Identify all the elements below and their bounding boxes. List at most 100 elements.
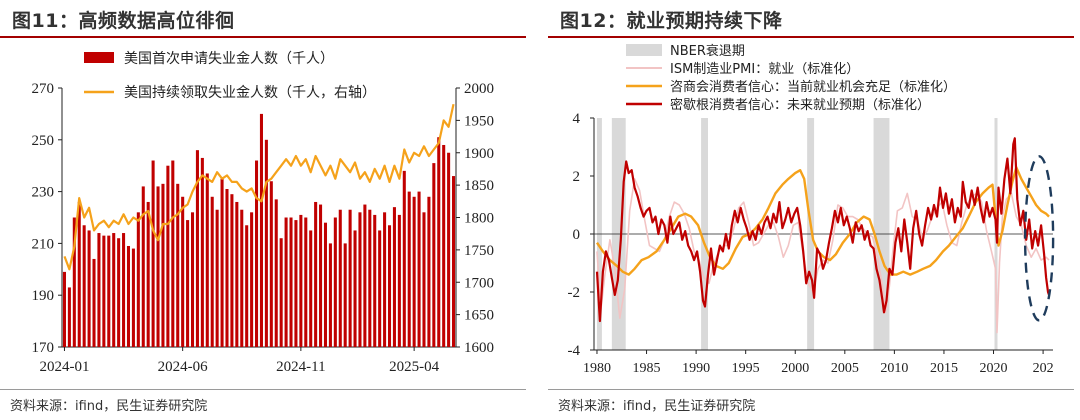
- initial-claims-bar: [171, 160, 175, 347]
- legend-ism-employment-label: ISM制造业PMI：就业（标准化）: [670, 62, 859, 77]
- left-y-tick-label: 170: [32, 340, 55, 356]
- initial-claims-bar: [264, 139, 268, 347]
- initial-claims-bar: [240, 209, 244, 347]
- initial-claims-bar: [412, 196, 416, 347]
- y-tick-label: -2: [568, 285, 581, 301]
- initial-claims-bar: [190, 212, 195, 347]
- left-source-note: 资料来源：ifind，民生证券研究院: [10, 399, 208, 414]
- initial-claims-bar: [299, 214, 303, 347]
- initial-claims-bar: [343, 243, 347, 347]
- initial-claims-bar: [432, 163, 436, 347]
- right-source-note: 资料来源：ifind，民生证券研究院: [558, 399, 756, 414]
- initial-claims-bar: [205, 173, 209, 347]
- initial-claims-bar: [107, 235, 111, 347]
- initial-claims-bar: [72, 217, 76, 347]
- initial-claims-bar: [402, 170, 406, 347]
- right-source-rule: [548, 389, 1074, 390]
- initial-claims-bar: [235, 201, 239, 347]
- left-y-tick-label: 250: [32, 133, 55, 149]
- x-tick-label: 2015: [930, 361, 958, 376]
- left-chart: 170 190 210 230 250 270 1600 1650 1700 1750 1800 18…: [32, 51, 495, 375]
- initial-claims-bar: [314, 201, 318, 347]
- initial-claims-bar: [407, 191, 411, 347]
- legend-nber-recession-swatch: [626, 44, 662, 56]
- x-tick-label: 1985: [633, 361, 661, 376]
- initial-claims-bar: [319, 204, 323, 347]
- initial-claims-bar: [82, 225, 86, 347]
- left-figure-title: 图11：高频数据高位徘徊: [12, 10, 235, 32]
- y-tick-label: -4: [568, 343, 581, 359]
- right-y-tick-label: 1650: [464, 308, 494, 324]
- right-y-tick-label: 1700: [464, 275, 494, 291]
- initial-claims-bar: [387, 225, 392, 347]
- initial-claims-bar: [378, 230, 382, 347]
- x-tick-label: 2025-04: [389, 359, 439, 375]
- initial-claims-bar: [442, 144, 446, 347]
- left-y-tick-label: 210: [32, 236, 55, 252]
- initial-claims-bar: [112, 233, 116, 347]
- initial-claims-bar: [230, 194, 234, 347]
- initial-claims-bar: [427, 196, 431, 347]
- conference-board-jobs-plentiful-line: [596, 166, 1050, 276]
- initial-claims-bar: [122, 233, 126, 347]
- michigan-future-jobs-line: [595, 137, 1051, 323]
- initial-claims-bar: [353, 230, 357, 347]
- initial-claims-bar: [200, 157, 204, 347]
- x-tick-label: 202: [1033, 361, 1054, 376]
- initial-claims-bar: [176, 183, 180, 347]
- initial-claims-bar: [447, 152, 451, 347]
- left-y-tick-label: 270: [32, 81, 55, 97]
- legend-bar-swatch: [84, 52, 114, 63]
- initial-claims-bar: [284, 217, 288, 347]
- initial-claims-bar: [323, 222, 328, 347]
- initial-claims-bar: [97, 233, 101, 347]
- x-tick-label: 2024-06: [158, 359, 208, 375]
- initial-claims-bar: [146, 201, 150, 347]
- initial-claims-bar: [274, 199, 278, 347]
- y-tick-label: 4: [573, 111, 581, 127]
- initial-claims-bar: [215, 209, 219, 347]
- initial-claims-bar: [368, 209, 372, 347]
- initial-claims-bar: [358, 212, 362, 347]
- initial-claims-bar: [397, 214, 401, 347]
- initial-claims-bar: [62, 271, 66, 347]
- continuing-claims-line: [63, 103, 455, 271]
- x-tick-label: 2024-11: [276, 359, 325, 375]
- initial-claims-bar: [161, 183, 165, 347]
- right-y-tick-label: 1600: [464, 340, 494, 356]
- x-tick-label: 2000: [781, 361, 809, 376]
- right-y-tick-label: 1850: [464, 178, 494, 194]
- y-tick-label: 2: [573, 169, 581, 185]
- initial-claims-bar: [373, 214, 377, 347]
- initial-claims-bar: [87, 230, 91, 347]
- initial-claims-bar: [437, 137, 441, 347]
- initial-claims-bar: [338, 209, 342, 347]
- highlight-dashed-ellipse: [1023, 155, 1055, 322]
- left-title-rule: [0, 36, 526, 38]
- legend-michigan-label: 密歇根消费者信心：未来就业预期（标准化）: [670, 97, 930, 113]
- initial-claims-bar: [392, 207, 396, 347]
- initial-claims-bar: [309, 230, 313, 347]
- right-y-tick-label: 1900: [464, 146, 494, 162]
- initial-claims-bar: [126, 245, 131, 347]
- initial-claims-bar: [136, 212, 140, 347]
- left-y-tick-label: 230: [32, 185, 55, 201]
- initial-claims-bar: [195, 150, 199, 347]
- initial-claims-bar: [417, 191, 421, 347]
- initial-claims-bar: [245, 225, 249, 347]
- initial-claims-bar: [210, 196, 214, 347]
- initial-claims-bar: [92, 258, 96, 347]
- initial-claims-bar: [181, 196, 185, 347]
- initial-claims-bar: [220, 178, 224, 347]
- initial-claims-bar: [294, 220, 298, 347]
- initial-claims-bar: [102, 235, 106, 347]
- legend-conference-board-label: 咨商会消费者信心：当前就业机会充足（标准化）: [670, 79, 956, 95]
- right-y-tick-label: 2000: [464, 81, 494, 97]
- initial-claims-bar: [156, 186, 160, 347]
- legend-continuing-claims-label: 美国持续领取失业金人数（千人，右轴）: [124, 84, 376, 101]
- initial-claims-bar: [255, 160, 259, 347]
- right-y-tick-label: 1950: [464, 113, 494, 129]
- initial-claims-bar: [117, 238, 121, 347]
- initial-claims-bar: [289, 217, 293, 347]
- initial-claims-bar: [77, 201, 81, 347]
